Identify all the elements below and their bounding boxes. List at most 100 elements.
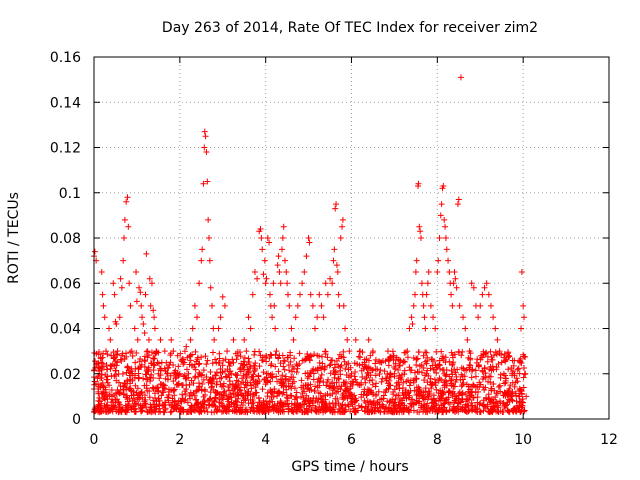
data-point [333,262,340,269]
data-point [323,407,330,414]
data-point [131,408,138,415]
data-point [329,390,336,397]
data-point [434,362,441,369]
data-point [198,257,205,264]
x-tick-label: 6 [347,432,356,448]
data-point [418,361,425,368]
data-point [517,355,524,362]
data-point [435,257,442,264]
data-point [274,262,281,269]
data-point [98,367,105,374]
data-point [119,406,126,413]
data-point [413,356,420,363]
data-point [108,387,115,394]
data-point [240,372,247,379]
data-point [201,144,208,151]
data-point [270,393,277,400]
data-point [477,302,484,309]
data-point [315,389,322,396]
data-point [132,365,139,372]
data-point [390,391,397,398]
data-point [136,284,143,291]
y-tick-label: 0.1 [59,186,81,202]
data-point [364,391,371,398]
data-point [149,384,156,391]
data-point [310,376,317,383]
data-point [418,280,425,287]
data-point [443,396,450,403]
data-point [258,402,265,409]
data-point [365,336,372,343]
data-point [123,198,130,205]
data-point [238,360,245,367]
data-point [413,375,420,382]
data-point [124,392,131,399]
data-point [305,235,312,241]
data-point [372,372,379,379]
data-point [142,358,149,365]
data-point [365,401,372,408]
data-point [303,253,310,260]
data-point [115,379,122,386]
data-point [271,385,278,392]
data-point [233,372,240,379]
data-point [315,406,322,413]
data-point [463,401,470,408]
data-point [435,377,442,384]
data-point [140,375,147,382]
data-point [393,383,400,390]
data-point [108,396,115,403]
data-point [210,325,217,332]
data-point [293,394,300,401]
data-point [498,359,505,366]
data-point [208,383,215,390]
data-point [497,371,504,378]
data-point [384,348,391,355]
data-point [183,343,190,350]
data-point [191,302,198,309]
data-point [337,386,344,393]
data-point [97,375,104,382]
data-point [275,253,282,260]
data-point [170,378,177,385]
data-point [312,407,319,414]
data-point [449,392,456,399]
data-point [509,390,516,397]
data-point [387,398,394,405]
data-point [468,367,475,374]
data-point [508,391,515,398]
data-point [202,133,209,140]
data-point [331,364,338,371]
data-point [502,372,509,379]
data-point [275,368,282,375]
data-point [320,314,327,321]
data-point [506,353,513,360]
data-point [518,404,525,411]
data-point [274,400,281,407]
data-point [164,365,171,372]
data-point [171,370,178,377]
data-point [245,355,252,362]
data-point [144,376,151,383]
data-point [431,366,438,373]
data-point [218,374,225,381]
data-point [291,378,298,385]
data-point [479,291,486,298]
data-point [490,352,497,359]
data-point [163,370,170,377]
data-point [277,280,284,287]
data-point [385,380,392,387]
data-point [155,349,162,356]
data-point [425,268,432,275]
data-point [326,362,333,369]
data-point [259,409,266,416]
data-point [178,357,185,364]
x-tick-label: 4 [261,432,270,448]
data-point [283,394,290,401]
data-point [251,392,258,399]
data-point [272,325,279,332]
data-point [323,382,330,389]
data-point [181,348,188,355]
data-point [186,361,193,368]
data-point [252,360,259,367]
